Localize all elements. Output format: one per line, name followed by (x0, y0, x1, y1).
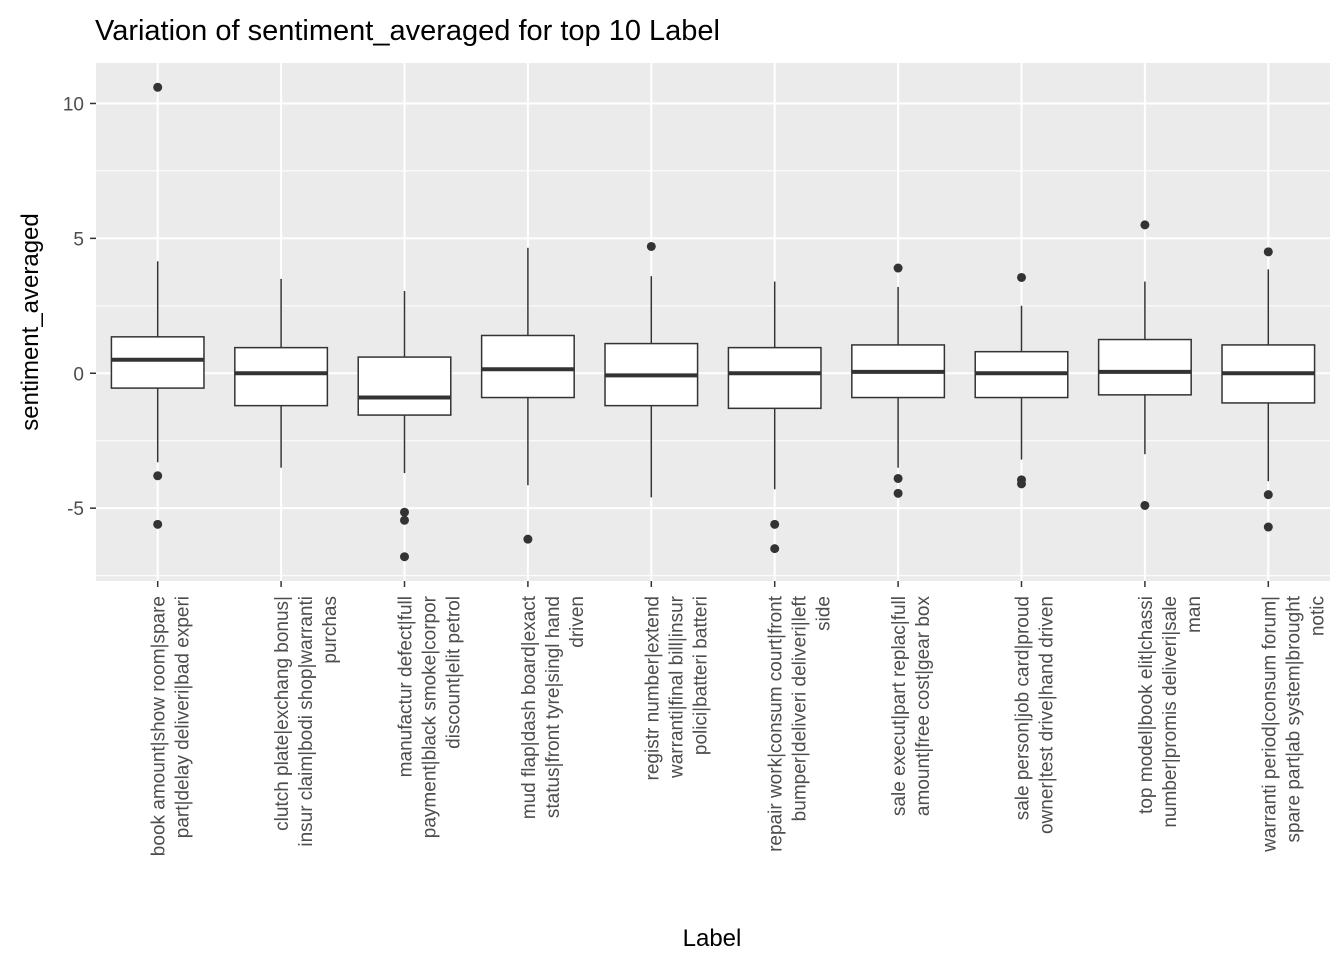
box (480, 334, 575, 399)
outlier-point (153, 82, 163, 92)
x-tick-label-line: manufactur defect|full (396, 596, 417, 777)
box (357, 356, 452, 416)
y-tick-label: 5 (73, 229, 84, 250)
x-tick-label-line: repair work|consum court|front (766, 595, 787, 852)
x-tick-label-line: notic (1307, 596, 1328, 636)
outlier-point (1017, 272, 1026, 282)
box (234, 346, 329, 407)
chart-title: Variation of sentiment_averaged for top … (95, 15, 720, 47)
x-tick-label: registr number|extend warranti|final bill… (642, 595, 711, 780)
x-tick-label-line: amount|free cost|gear box (913, 596, 934, 817)
x-tick-label-line: side (814, 596, 835, 631)
outlier-point (400, 507, 409, 517)
x-tick-label-line: registr number|extend (642, 596, 663, 780)
x-tick-label: manufactur defect|full payment|black smok… (396, 595, 465, 838)
x-tick-label: sale person|job card|proud owner|test dri… (1013, 596, 1058, 834)
box-group (357, 290, 452, 562)
outlier-point (1263, 522, 1273, 532)
x-tick-label-line: mud flap|dash board|exact (519, 595, 540, 819)
outlier-point (523, 534, 533, 544)
x-tick-label-line: driven (567, 596, 588, 648)
x-tick-label-line: warranti period|consum forum| (1259, 596, 1280, 853)
plot-panel (96, 63, 1330, 581)
outlier-point (893, 473, 903, 483)
x-tick-label-line: book amount|show room|spare (149, 596, 170, 856)
x-tick-label-line: polici|batteri batteri (690, 596, 711, 755)
outlier-point (646, 241, 656, 251)
outlier-point (400, 515, 409, 525)
x-tick-label-line: man (1184, 596, 1205, 633)
outlier-point (1017, 479, 1026, 489)
box-group (851, 263, 946, 498)
x-tick-label: clutch plate|exchang bonus| insur claim|b… (272, 596, 341, 847)
x-tick-label-line: top model|book elit|chassi (1136, 596, 1157, 814)
box-group (727, 281, 822, 554)
box-layer (110, 82, 1316, 562)
box-group (974, 272, 1069, 489)
y-tick-label: 10 (63, 94, 84, 115)
outlier-point (153, 471, 163, 481)
y-tick-label: -5 (67, 499, 84, 520)
x-tick-label-line: part|delay deliveri|bad experi (173, 596, 194, 838)
y-tick-label: 0 (73, 364, 84, 385)
box (727, 346, 822, 410)
outlier-point (1140, 500, 1150, 510)
box-group (110, 82, 205, 529)
box-group (1097, 220, 1192, 510)
box (110, 336, 205, 389)
x-tick-label-line: number|promis deliveri|sale (1160, 596, 1181, 828)
x-tick-label-line: clutch plate|exchang bonus| (272, 596, 293, 831)
x-tick-label-line: sale person|job card|proud (1013, 596, 1034, 820)
y-axis-title: sentiment_averaged (17, 213, 44, 430)
x-axis-title: Label (683, 925, 742, 952)
x-tick-label: warranti period|consum forum| spare part|… (1259, 595, 1328, 853)
outlier-point (1140, 220, 1150, 230)
x-tick-label-line: owner|test drive|hand driven (1037, 596, 1058, 834)
box-group (604, 241, 699, 498)
x-tick-label: top model|book elit|chassi number|promis … (1136, 596, 1205, 828)
x-tick-label-line: insur claim|bodi shop|warranti (296, 596, 317, 847)
outlier-point (1263, 490, 1273, 500)
x-tick-label-line: warranti|final bill|insur (666, 595, 687, 779)
box-group (480, 247, 575, 544)
x-tick-label-line: sale execut|part replac|full (889, 596, 910, 816)
x-tick-label-line: purchas (320, 596, 341, 664)
x-axis: book amount|show room|spare part|delay de… (149, 581, 1328, 856)
outlier-point (770, 519, 780, 529)
outlier-point (1263, 247, 1273, 257)
outlier-point (400, 552, 409, 562)
x-tick-label-line: payment|black smoke|corpor (420, 595, 441, 838)
x-tick-label-line: status|front tyre|singl hand (543, 596, 564, 818)
x-tick-label-line: bumper|deliveri deliveri|left (790, 595, 811, 821)
x-tick-label-line: spare part|ab system|brought (1283, 595, 1304, 842)
box-group (234, 278, 329, 468)
x-tick-label: mud flap|dash board|exact status|front ty… (519, 595, 588, 819)
x-tick-label: sale execut|part replac|full amount|free … (889, 596, 934, 817)
box (1097, 338, 1192, 396)
x-tick-label: repair work|consum court|front bumper|del… (766, 595, 835, 852)
x-tick-label-line: discount|elit petrol (444, 596, 465, 749)
y-axis: -5 0 5 10 (63, 94, 96, 520)
outlier-point (893, 263, 903, 273)
outlier-point (153, 519, 163, 529)
outlier-point (770, 544, 780, 554)
outlier-point (893, 488, 903, 498)
box-group (1221, 247, 1316, 532)
x-tick-label: book amount|show room|spare part|delay de… (149, 596, 194, 856)
